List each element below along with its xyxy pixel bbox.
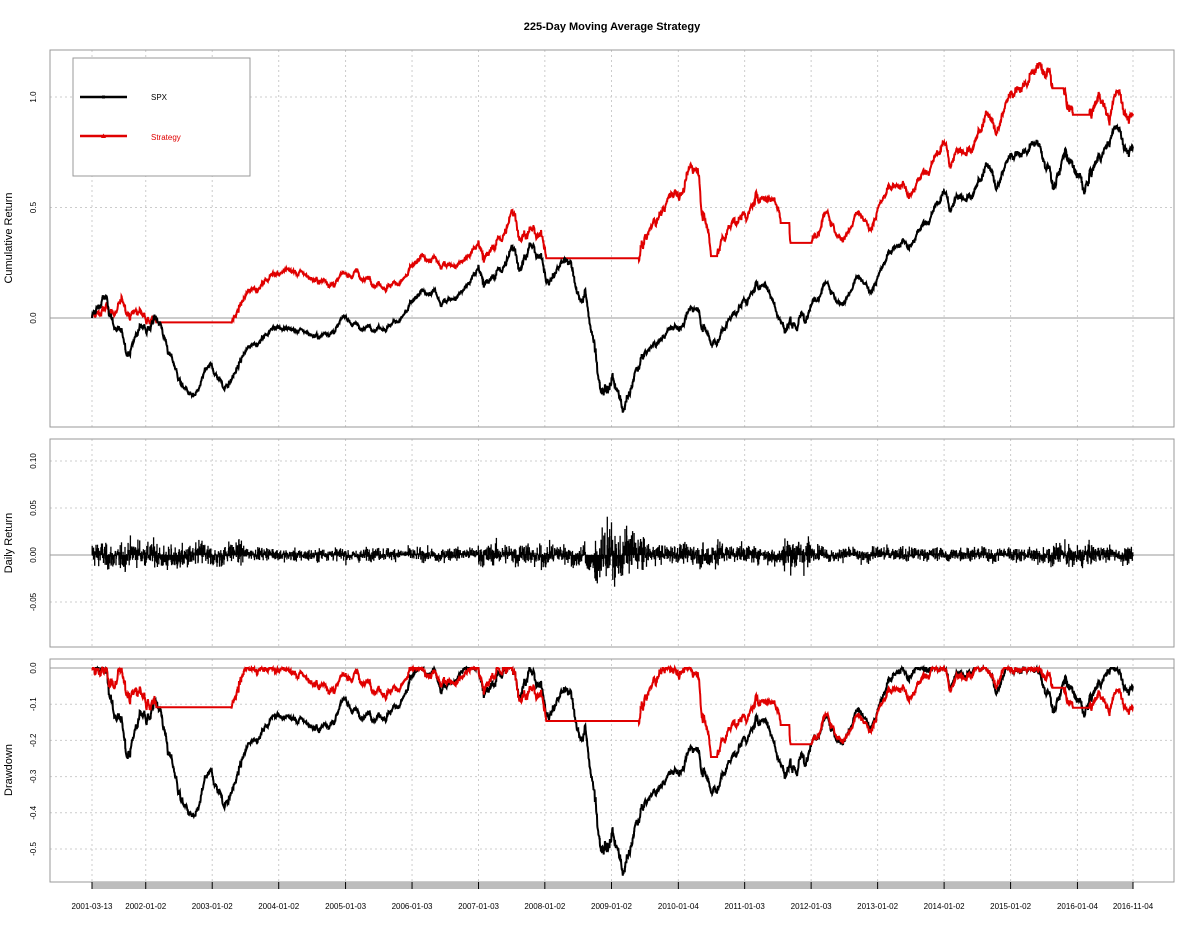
y-tick-label: -0.05 bbox=[29, 592, 38, 611]
cumulative-line-spx bbox=[91, 123, 1134, 413]
legend-box bbox=[72, 57, 251, 177]
daily-return-panel: -0.05 0.00 0.05 0.10 bbox=[29, 438, 1175, 648]
y-axis-label-drawdown: Drawdown bbox=[3, 744, 15, 796]
cumulative-return-panel: 0.0 0.5 1.0 bbox=[29, 49, 1175, 428]
y-tick-label: -0.5 bbox=[29, 842, 38, 856]
panel-frame bbox=[49, 49, 1175, 428]
x-tick-label: 2004-01-02 bbox=[258, 902, 299, 911]
x-tick-label: 2016-01-04 bbox=[1057, 902, 1098, 911]
cumulative-line-strategy bbox=[91, 62, 1134, 325]
x-tick-label: 2014-01-02 bbox=[924, 902, 965, 911]
date-axis-bar bbox=[92, 882, 1133, 889]
legend-label-strategy: Strategy bbox=[151, 133, 181, 142]
y-tick-label: -0.3 bbox=[29, 769, 38, 783]
x-tick-label: 2015-01-02 bbox=[990, 902, 1031, 911]
x-tick-label: 2006-01-03 bbox=[392, 902, 433, 911]
chart-title: 225-Day Moving Average Strategy bbox=[524, 21, 701, 33]
panel-frame bbox=[49, 438, 1175, 648]
x-tick-label: 2009-01-02 bbox=[591, 902, 632, 911]
y-tick-label: 0.00 bbox=[29, 547, 38, 563]
drawdown-panel: -0.5 -0.4 -0.3 -0.2 -0.1 0.0 bbox=[29, 658, 1175, 883]
y-tick-label: 0.5 bbox=[29, 201, 38, 213]
y-tick-label: 0.05 bbox=[29, 500, 38, 516]
legend-label-spx: SPX bbox=[151, 93, 168, 102]
x-tick-label: 2010-01-04 bbox=[658, 902, 699, 911]
x-tick-label: 2005-01-03 bbox=[325, 902, 366, 911]
x-tick-label: 2012-01-03 bbox=[791, 902, 832, 911]
legend-marker-spx bbox=[102, 95, 105, 99]
x-tick-label: 2007-01-03 bbox=[458, 902, 499, 911]
x-tick-label: 2013-01-02 bbox=[857, 902, 898, 911]
legend-marker-strategy bbox=[101, 133, 106, 138]
y-axis-label-daily: Daily Return bbox=[3, 513, 15, 574]
y-tick-label: 1.0 bbox=[29, 91, 38, 103]
y-tick-label: 0.10 bbox=[29, 453, 38, 469]
x-tick-label: 2016-11-04 bbox=[1113, 902, 1154, 911]
drawdown-line-strategy bbox=[91, 664, 1134, 758]
x-tick-label: 2001-03-13 bbox=[72, 902, 113, 911]
y-tick-label: 0.0 bbox=[29, 662, 38, 674]
y-tick-label: -0.1 bbox=[29, 697, 38, 711]
y-tick-label: -0.2 bbox=[29, 733, 38, 747]
x-tick-label: 2008-01-02 bbox=[524, 902, 565, 911]
x-tick-label: 2003-01-02 bbox=[192, 902, 233, 911]
y-axis-label-cumulative: Cumulative Return bbox=[3, 192, 15, 283]
x-tick-label: 2011-01-03 bbox=[724, 902, 765, 911]
y-tick-label: -0.4 bbox=[29, 805, 38, 819]
drawdown-line-spx bbox=[91, 664, 1134, 876]
daily-return-bars bbox=[91, 516, 1134, 587]
y-tick-label: 0.0 bbox=[29, 312, 38, 324]
x-tick-label: 2002-01-02 bbox=[125, 902, 166, 911]
legend: SPX Strategy bbox=[72, 57, 251, 177]
date-axis: 2001-03-13 2002-01-02 2003-01-02 2004-01-02… bbox=[72, 882, 1154, 911]
